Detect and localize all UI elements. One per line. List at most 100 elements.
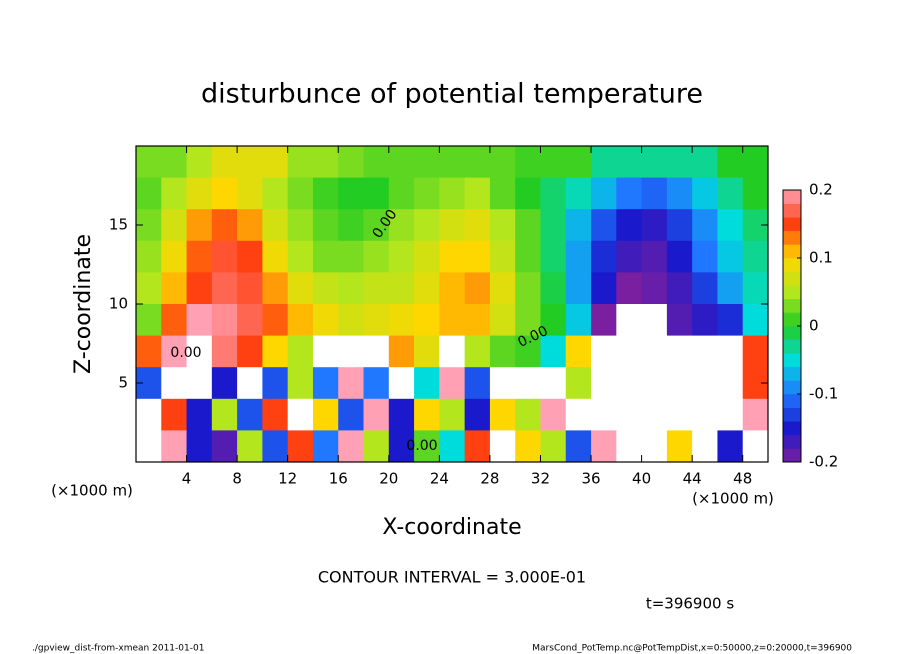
heatmap-cell xyxy=(489,304,516,337)
heatmap-cell xyxy=(742,335,769,368)
x-tick-label: 44 xyxy=(683,470,702,488)
heatmap-cell xyxy=(742,304,769,337)
heatmap-cell xyxy=(388,335,415,368)
heatmap-cells xyxy=(136,146,769,463)
heatmap-cell xyxy=(136,335,162,368)
heatmap-cell xyxy=(161,398,188,431)
heatmap-cell xyxy=(641,272,668,305)
colorbar-step xyxy=(783,312,801,327)
heatmap-cell xyxy=(262,398,289,431)
heatmap-cell xyxy=(540,272,567,305)
heatmap-cell xyxy=(515,146,541,179)
heatmap-cell xyxy=(338,304,365,337)
heatmap-cell xyxy=(515,272,541,305)
heatmap-cell xyxy=(161,304,188,337)
heatmap-cell xyxy=(211,335,238,368)
y-tick-label: 10 xyxy=(109,295,128,313)
heatmap-cell xyxy=(136,430,162,463)
heatmap-cell xyxy=(515,335,541,368)
heatmap-cell xyxy=(136,177,162,210)
contour-label: 0.00 xyxy=(406,438,437,454)
heatmap-cell xyxy=(666,209,693,242)
x-tick-label: 40 xyxy=(632,470,651,488)
heatmap-cell xyxy=(439,240,466,273)
heatmap-cell xyxy=(312,398,339,431)
heatmap-cell xyxy=(540,430,567,463)
heatmap-cell xyxy=(692,209,718,242)
heatmap-cell xyxy=(464,430,491,463)
heatmap-cell xyxy=(489,335,516,368)
heatmap-cell xyxy=(211,146,238,179)
heatmap-cell xyxy=(211,398,238,431)
heatmap-cell xyxy=(591,209,617,242)
heatmap-cell xyxy=(312,367,339,400)
heatmap-cell xyxy=(262,304,289,337)
heatmap-cell xyxy=(161,240,188,273)
heatmap-cell xyxy=(388,272,415,305)
heatmap-cell xyxy=(464,367,491,400)
heatmap-cell xyxy=(591,177,617,210)
heatmap-cell xyxy=(363,177,390,210)
heatmap-cell xyxy=(363,240,390,273)
heatmap-cell xyxy=(287,177,314,210)
y-unit-label: (×1000 m) xyxy=(51,482,133,500)
heatmap-cell xyxy=(161,272,188,305)
heatmap-cell xyxy=(287,209,314,242)
x-tick-label: 16 xyxy=(329,470,348,488)
heatmap-cell xyxy=(565,335,592,368)
heatmap-cell xyxy=(565,430,592,463)
heatmap-cell xyxy=(161,177,188,210)
heatmap-cell xyxy=(565,209,592,242)
heatmap-cell xyxy=(464,304,491,337)
heatmap-cell xyxy=(540,304,567,337)
footer-right: MarsCond_PotTemp.nc@PotTempDist,x=0:5000… xyxy=(532,644,852,654)
heatmap-cell xyxy=(666,430,693,463)
x-tick-label: 8 xyxy=(232,470,242,488)
heatmap-cell xyxy=(717,177,744,210)
heatmap-cell xyxy=(363,430,390,463)
heatmap-cell xyxy=(742,430,769,463)
heatmap-cell xyxy=(287,335,314,368)
heatmap-cell xyxy=(540,367,567,400)
colorbar-step xyxy=(783,380,801,395)
heatmap-cell xyxy=(262,430,289,463)
y-tick-label: 5 xyxy=(118,374,128,392)
time-label: t=396900 s xyxy=(646,595,734,613)
heatmap-cell xyxy=(666,177,693,210)
heatmap-cell xyxy=(540,240,567,273)
heatmap-cell xyxy=(692,146,718,179)
heatmap-cell xyxy=(515,209,541,242)
colorbar-step xyxy=(783,190,801,204)
heatmap-cell xyxy=(211,240,238,273)
heatmap-cell xyxy=(312,177,339,210)
x-tick-label: 48 xyxy=(733,470,752,488)
colorbar-step xyxy=(783,258,801,272)
heatmap-cell xyxy=(262,335,289,368)
heatmap-cell xyxy=(211,430,238,463)
heatmap-cell xyxy=(287,304,314,337)
heatmap-cell xyxy=(211,304,238,337)
heatmap-cell xyxy=(262,177,289,210)
heatmap-cell xyxy=(439,177,466,210)
heatmap-cell xyxy=(237,177,263,210)
x-tick-label: 4 xyxy=(182,470,192,488)
heatmap-cell xyxy=(717,146,744,179)
colorbar-step xyxy=(783,244,801,259)
heatmap-cell xyxy=(237,335,263,368)
heatmap-cell xyxy=(186,146,213,179)
heatmap-cell xyxy=(287,398,314,431)
heatmap-cell xyxy=(186,272,213,305)
colorbar-tick-label: 0 xyxy=(809,317,819,335)
heatmap-cell xyxy=(616,430,643,463)
heatmap-cell xyxy=(641,146,668,179)
heatmap-cell xyxy=(414,177,440,210)
heatmap-cell xyxy=(591,304,617,337)
heatmap-cell xyxy=(641,304,668,337)
heatmap-cell xyxy=(666,398,693,431)
heatmap-cell xyxy=(136,304,162,337)
heatmap-cell xyxy=(388,209,415,242)
heatmap-cell xyxy=(591,430,617,463)
heatmap-cell xyxy=(237,430,263,463)
y-tick-label: 15 xyxy=(109,216,128,234)
heatmap-cell xyxy=(338,177,365,210)
